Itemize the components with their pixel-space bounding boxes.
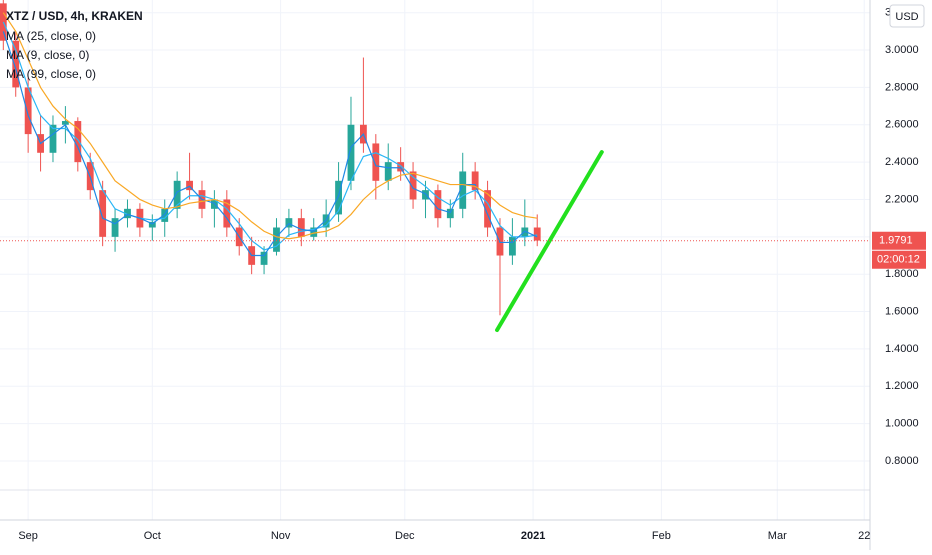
x-tick-label: Mar <box>768 530 787 542</box>
y-tick-label: 2.4000 <box>885 156 919 168</box>
candle-body <box>372 143 380 181</box>
y-tick-label: 2.2000 <box>885 193 919 205</box>
candle-body <box>12 40 20 88</box>
currency-button[interactable] <box>889 4 925 28</box>
candle-body <box>186 180 193 191</box>
candle-body <box>409 171 417 200</box>
candle-body <box>24 87 32 135</box>
x-tick-label: Sep <box>18 530 38 542</box>
candle-body <box>533 227 541 241</box>
countdown-label: 02:00:12 <box>877 254 920 266</box>
last-price-label: 1.9791 <box>879 235 913 247</box>
ma-line <box>2 12 538 240</box>
candle-body <box>446 208 454 219</box>
candle-body <box>99 190 107 237</box>
legend-entry: MA (99, close, 0) <box>6 67 96 81</box>
candle-body <box>347 124 355 181</box>
y-tick-label: 1.4000 <box>885 343 919 355</box>
x-tick-label: Dec <box>395 530 415 542</box>
y-tick-label: 3.0000 <box>885 44 919 56</box>
x-tick-label: Nov <box>271 530 291 542</box>
plot-area <box>0 0 870 333</box>
candle-body <box>397 162 405 172</box>
candle-body <box>335 180 342 215</box>
candle-body <box>273 227 280 252</box>
ma-line <box>2 31 538 257</box>
candle-body <box>124 208 131 219</box>
currency[interactable]: USD <box>895 11 918 23</box>
x-tick-label: Oct <box>144 530 161 542</box>
y-tick-label: 2.8000 <box>885 81 919 93</box>
candle-body <box>322 214 330 228</box>
countdown-box <box>872 250 926 269</box>
y-tick-label: 2.6000 <box>885 119 919 131</box>
candle-body <box>49 124 57 153</box>
x-tick-label: 2021 <box>521 530 545 542</box>
candle-body <box>148 221 156 228</box>
candle-body <box>173 180 181 209</box>
y-tick-label: 1.0000 <box>885 418 919 430</box>
candle-body <box>484 190 491 228</box>
candle-body <box>521 227 529 237</box>
candle-body <box>260 251 268 265</box>
candle-body <box>61 121 69 125</box>
candle-body <box>74 121 82 163</box>
candle-body <box>310 227 318 237</box>
candle-body <box>384 162 392 181</box>
candle-body <box>508 236 516 256</box>
candle-body <box>471 171 479 191</box>
candle-body <box>285 218 293 228</box>
candle-body <box>223 199 231 228</box>
legend-entry: MA (9, close, 0) <box>6 48 89 62</box>
y-tick-label: 1.8000 <box>885 268 919 280</box>
x-tick-label: 22 <box>858 530 870 542</box>
last-price-box <box>872 231 926 250</box>
candle-body <box>434 190 442 219</box>
candle-body <box>297 218 305 237</box>
chart-title: XTZ / USD, 4h, KRAKEN <box>6 9 143 23</box>
candle-body <box>459 171 467 209</box>
y-tick-label: 1.2000 <box>885 380 919 392</box>
ma-line <box>2 21 538 251</box>
candle-body <box>111 218 119 237</box>
candle-body <box>161 208 169 222</box>
legend-entry: MA (25, close, 0) <box>6 29 96 43</box>
y-tick-label: 1.6000 <box>885 305 919 317</box>
x-tick-label: Feb <box>652 530 671 542</box>
y-tick-label: 0.8000 <box>885 455 919 467</box>
